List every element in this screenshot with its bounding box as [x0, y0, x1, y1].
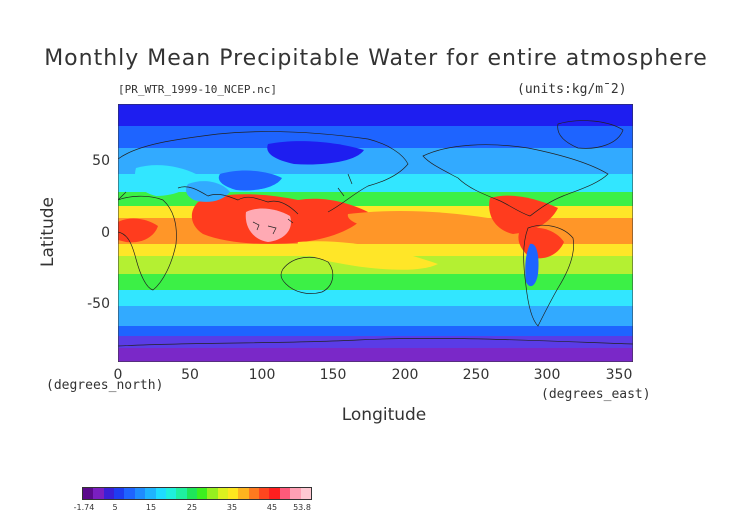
colorbar-swatch-4 — [124, 488, 135, 499]
region-sahara-dry — [134, 165, 196, 196]
colorbar-swatch-7 — [155, 488, 166, 499]
band-south-mid — [118, 290, 633, 306]
colorbar-swatch-12 — [207, 488, 218, 499]
coast-africa — [118, 195, 177, 291]
coast-australia — [280, 256, 334, 294]
region-pacific-orange — [347, 211, 488, 231]
region-andes-dry — [525, 243, 539, 287]
y-tick-50: 50 — [92, 153, 110, 169]
x-tick-0: 0 — [113, 367, 123, 383]
chart-title: Monthly Mean Precipitable Water for enti… — [44, 46, 708, 71]
band-south-high — [118, 306, 633, 326]
x-tick-150: 150 — [319, 367, 347, 383]
band-south-cold — [118, 326, 633, 336]
region-siberia-cold — [267, 141, 364, 165]
colorbar-swatch-5 — [134, 488, 146, 499]
colorbar-swatch-3 — [114, 488, 125, 499]
band-south-pole — [118, 348, 633, 362]
y-tick-minus50: -50 — [87, 296, 110, 312]
region-africa-west — [118, 218, 158, 243]
x-axis-label: Longitude — [341, 405, 427, 425]
colorbar — [82, 487, 312, 500]
colorbar-swatch-18 — [269, 488, 280, 499]
region-arabian-dry — [186, 181, 230, 202]
colorbar-swatch-21 — [300, 488, 311, 499]
band-north-pole — [118, 104, 633, 126]
y-tick-0: 0 — [101, 225, 110, 241]
colorbar-tick-2: 5 — [112, 503, 118, 512]
region-tibet-dry — [218, 170, 282, 191]
region-maritime-continent — [245, 208, 292, 242]
colorbar-tick-5: 35 — [226, 503, 238, 512]
colorbar-swatch-13 — [217, 488, 229, 499]
y-axis-label: Latitude — [38, 197, 58, 267]
band-north-high — [118, 126, 633, 148]
coast-eurasia — [118, 131, 409, 215]
colorbar-swatch-6 — [145, 488, 156, 499]
colorbar-swatch-15 — [238, 488, 249, 499]
region-central-america — [489, 195, 558, 234]
colorbar-swatch-8 — [165, 488, 177, 499]
colorbar-swatch-14 — [228, 488, 239, 499]
units-label: (units:kg/m¯2) — [517, 82, 627, 97]
coast-antarctica — [118, 337, 633, 347]
colorbar-tick-6: 45 — [266, 503, 278, 512]
x-tick-50: 50 — [181, 367, 199, 383]
coast-islands — [252, 173, 353, 235]
colorbar-swatch-1 — [93, 488, 104, 499]
coast-south-america — [523, 224, 574, 327]
colorbar-swatch-10 — [186, 488, 197, 499]
coast-greenland — [557, 120, 624, 149]
colorbar-swatch-16 — [248, 488, 260, 499]
x-tick-300: 300 — [533, 367, 561, 383]
coast-north-america — [422, 144, 609, 217]
region-south-pacific-band — [297, 241, 438, 270]
x-axis-unit: (degrees_east) — [541, 387, 651, 402]
colorbar-tick-7: 53.8 — [293, 503, 311, 512]
colorbar-tick-3: 15 — [145, 503, 157, 512]
colorbar-swatch-20 — [290, 488, 301, 499]
colorbar-tick-1: -1.74 — [73, 503, 95, 512]
band-north-mid — [118, 148, 633, 174]
colorbar-swatch-9 — [176, 488, 187, 499]
band-antarctic — [118, 336, 633, 348]
coastlines — [118, 120, 633, 347]
file-label: [PR_WTR_1999-10_NCEP.nc] — [118, 83, 277, 96]
colorbar-swatch-17 — [259, 488, 270, 499]
x-tick-100: 100 — [248, 367, 276, 383]
precipitable-water-map — [118, 104, 633, 362]
x-tick-250: 250 — [462, 367, 490, 383]
colorbar-swatch-19 — [279, 488, 291, 499]
colorbar-tick-4: 25 — [186, 503, 198, 512]
colorbar-swatch-2 — [103, 488, 115, 499]
y-axis-unit: (degrees_north) — [46, 378, 164, 393]
x-tick-200: 200 — [391, 367, 419, 383]
x-tick-350: 350 — [605, 367, 633, 383]
band-south-sub — [118, 274, 633, 290]
colorbar-swatch-11 — [196, 488, 208, 499]
colorbar-swatch-0 — [83, 488, 94, 499]
